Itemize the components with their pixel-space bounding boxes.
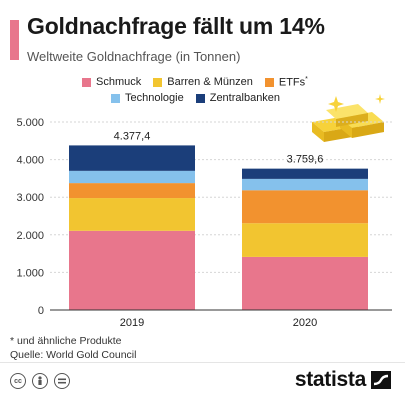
- person-glyph: [38, 376, 42, 385]
- legend-swatch: [82, 77, 91, 87]
- brand-logo[interactable]: statista: [295, 368, 391, 392]
- bar-total-label: 3.759,6: [287, 154, 324, 166]
- legend-label: Zentralbanken: [209, 92, 281, 104]
- legend-label: Barren & Münzen: [167, 76, 253, 89]
- by-icon[interactable]: [32, 373, 48, 389]
- y-tick-label: 2.000: [16, 230, 44, 242]
- legend-label: ETFs: [278, 76, 306, 89]
- y-tick-label: 4.000: [16, 155, 44, 167]
- bar-segment-zentralbanken[interactable]: [242, 168, 368, 179]
- x-tick-label: 2020: [293, 317, 317, 329]
- bar-segment-technologie[interactable]: [69, 170, 195, 184]
- legend-row-1: Schmuck Barren & Münzen ETFs*: [82, 76, 308, 89]
- bar-segment-schmuck[interactable]: [242, 256, 368, 310]
- statista-mark-icon: [371, 371, 391, 389]
- bar-segment-barren-m-nzen[interactable]: [242, 223, 368, 257]
- footer-divider: [0, 362, 405, 363]
- legend-row-2: Technologie Zentralbanken: [111, 92, 280, 104]
- x-tick-label: 2019: [120, 317, 144, 329]
- legend-item-zentralbanken: Zentralbanken: [195, 92, 281, 104]
- nd-icon[interactable]: [54, 373, 70, 389]
- bar-segment-etfs[interactable]: [69, 183, 195, 199]
- legend-swatch: [153, 77, 163, 87]
- legend-label: Schmuck: [96, 76, 142, 89]
- y-tick-label: 5.000: [16, 117, 44, 129]
- license-icons: cc: [10, 373, 70, 389]
- legend-swatch: [264, 77, 274, 87]
- legend-item-etfs: ETFs*: [264, 76, 308, 89]
- bar-segment-schmuck[interactable]: [69, 230, 195, 310]
- footnote-block: * und ähnliche Produkte Quelle: World Go…: [10, 334, 136, 362]
- legend-label: Technologie: [125, 92, 184, 104]
- y-tick-label: 0: [38, 305, 44, 317]
- equals-glyph: [58, 378, 66, 384]
- brand-name: statista: [294, 368, 366, 391]
- bar-segment-barren-m-nzen[interactable]: [69, 198, 195, 231]
- gold-bars-icon: [312, 94, 385, 142]
- legend-item-technologie: Technologie: [111, 92, 184, 104]
- y-tick-label: 1.000: [16, 267, 44, 279]
- footnote: * und ähnliche Produkte: [10, 335, 122, 347]
- legend-item-schmuck: Schmuck: [82, 76, 141, 89]
- stacked-bar-chart: 0 1.000 2.000 3.000 4.000 5.000 4.377,4 2019 3.7…: [16, 117, 392, 329]
- bar-segment-etfs[interactable]: [242, 190, 368, 224]
- bar-segment-technologie[interactable]: [242, 178, 368, 191]
- page-title: Goldnachfrage fällt um 14%: [27, 13, 325, 39]
- legend-swatch: [195, 93, 205, 103]
- legend-footnote-mark: *: [305, 76, 308, 83]
- bar-segment-zentralbanken[interactable]: [69, 145, 195, 171]
- bar-total-label: 4.377,4: [114, 130, 151, 142]
- legend-swatch: [111, 93, 120, 103]
- accent-bar: [10, 20, 19, 60]
- cc-icon[interactable]: cc: [10, 373, 26, 389]
- page-subtitle: Weltweite Goldnachfrage (in Tonnen): [27, 49, 241, 64]
- y-tick-label: 3.000: [16, 192, 44, 204]
- source-label: Quelle: World Gold Council: [10, 349, 137, 361]
- legend-item-barren: Barren & Münzen: [153, 76, 253, 89]
